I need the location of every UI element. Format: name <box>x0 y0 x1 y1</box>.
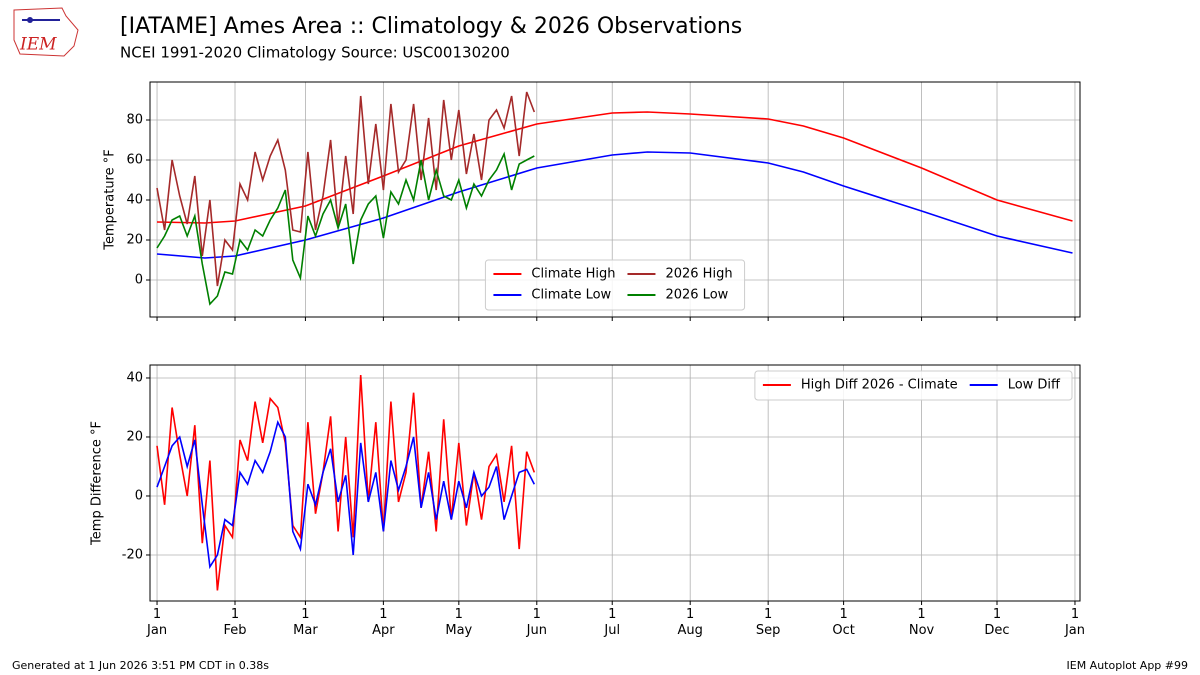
legend: Climate High Climate Low 2026 High 2026 Low <box>484 259 746 311</box>
legend-label: 2026 Low <box>665 288 728 303</box>
data-line <box>156 151 1073 259</box>
axes-frame <box>149 81 1081 318</box>
legend-label: 2026 High <box>665 267 732 282</box>
y-tick-label: 0 <box>135 273 143 288</box>
x-tick-label: 1 Jun <box>526 607 547 638</box>
y-tick-label: 80 <box>126 113 143 128</box>
y-tick-label: 20 <box>126 429 143 444</box>
y-tick-label: 40 <box>126 370 143 385</box>
logo: IEM <box>13 7 79 57</box>
x-tick-label: 1 Aug <box>677 607 702 638</box>
legend-box <box>754 370 1073 401</box>
legend-label: High Diff 2026 - Climate <box>801 378 958 393</box>
data-line <box>156 151 535 306</box>
legend-label: Climate Low <box>531 288 611 303</box>
x-tick-label: 1 Jan <box>146 607 167 638</box>
y-tick-label: 20 <box>126 233 143 248</box>
x-tick-label: 1 Nov <box>909 607 935 638</box>
x-tick-label: 1 Apr <box>372 607 395 638</box>
data-line <box>156 111 1073 224</box>
x-tick-label: 1 Jul <box>603 607 620 638</box>
x-tick-label: 1 Sep <box>756 607 781 638</box>
legend-label: Low Diff <box>1008 378 1061 393</box>
data-line <box>156 374 536 591</box>
x-tick-label: 1 May <box>445 607 472 638</box>
subtitle: NCEI 1991-2020 Climatology Source: USC00… <box>120 44 510 62</box>
footer-right: IEM Autoplot App #99 <box>1067 659 1189 672</box>
legend-label: Climate High <box>531 267 615 282</box>
y-tick-label: 60 <box>126 153 143 168</box>
title: [IATAME] Ames Area :: Climatology & 2026… <box>120 14 742 39</box>
legend-box <box>484 259 746 311</box>
x-tick-label: 1 Mar <box>293 607 318 638</box>
data-line <box>156 91 536 287</box>
x-tick-label: 1 Dec <box>984 607 1009 638</box>
logo-text: IEM <box>19 35 57 55</box>
y-axis-label: Temperature °F <box>103 149 118 250</box>
y-tick-label: -20 <box>122 547 143 562</box>
axes-frame <box>149 364 1081 602</box>
y-tick-label: 0 <box>135 488 143 503</box>
legend: High Diff 2026 - Climate Low Diff <box>754 370 1073 401</box>
y-axis-label: Temp Difference °F <box>90 421 105 546</box>
x-tick-label: 1 Jan <box>1064 607 1085 638</box>
x-tick-label: 1 Feb <box>223 607 246 638</box>
data-line <box>156 419 536 570</box>
y-tick-label: 40 <box>126 193 143 208</box>
footer-left: Generated at 1 Jun 2026 3:51 PM CDT in 0… <box>12 659 269 672</box>
x-tick-label: 1 Oct <box>832 607 854 638</box>
